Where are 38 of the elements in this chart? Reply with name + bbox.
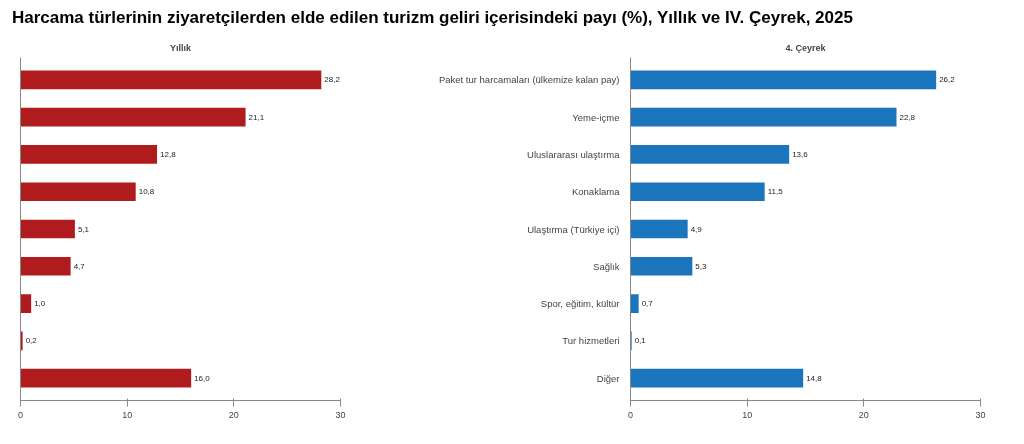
x-tick-label: 0 [18,409,24,420]
x-tick-label: 20 [228,409,239,420]
data-label: 13,6 [792,150,809,160]
x-tick-label: 30 [335,409,346,420]
data-label: 22,8 [899,112,916,122]
x-tick-label: 0 [628,409,634,420]
data-label: 5,3 [695,262,708,272]
data-label: 0,7 [641,299,654,309]
data-label: 10,8 [138,187,155,197]
data-label: 16,0 [194,373,211,383]
data-label: 0,2 [25,336,38,346]
data-label: 4,9 [690,224,703,234]
x-tick-label: 10 [122,409,133,420]
y-tick-label: Uluslararası ulaştırma [527,149,621,161]
y-tick-label: Sağlık [593,261,620,273]
data-label: 5,1 [77,224,90,234]
data-label: 1,0 [34,299,46,309]
data-label: 28,2 [324,75,341,85]
y-tick-label: Spor, eğitim, kültür [540,298,620,310]
y-tick-label: Yeme-içme [572,111,620,123]
data-label: 12,8 [160,150,177,160]
x-tick-label: 30 [975,409,986,420]
data-label: 4,7 [73,262,86,272]
y-tick-label: Konaklama [571,186,621,198]
data-label: 21,1 [248,112,265,122]
data-label: 26,2 [939,75,956,85]
x-tick-label: 20 [858,409,869,420]
text: Harcama türlerinin ziyaretçilerden elde edilen turizm geliri içerisindeki payı (%), Yıllık ve IV. Çeyrek, 2025 [12,7,853,29]
y-tick-label: Ulaştırma (Türkiye içi) [527,223,620,235]
y-tick-label: Diğer [596,372,620,384]
y-tick-label: Tur hizmetleri [562,335,620,347]
data-label: 0,1 [634,336,647,346]
chart-title: 4. Çeyrek [785,42,827,53]
data-label: 14,8 [806,373,823,383]
data-label: 11,5 [767,187,784,197]
x-tick-label: 10 [742,409,753,420]
chart-title: Yıllık [169,42,192,53]
y-tick-label: Paket tur harcamaları (ülkemize kalan pay) [438,74,620,86]
